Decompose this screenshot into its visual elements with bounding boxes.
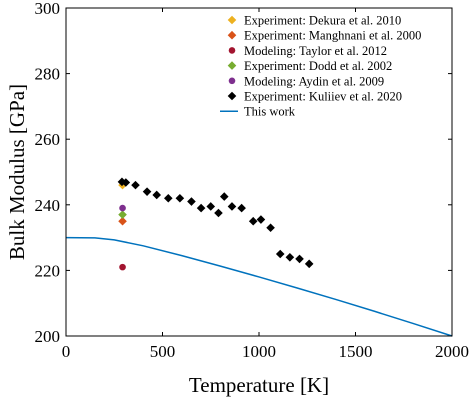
legend-swatch xyxy=(227,30,237,40)
legend-label: Modeling: Aydin et al. 2009 xyxy=(244,74,384,88)
data-point xyxy=(304,259,314,269)
legend-swatch xyxy=(227,15,237,25)
legend-item: Experiment: Dekura et al. 2010 xyxy=(227,14,401,28)
data-point xyxy=(227,202,237,211)
x-tick-label: 1500 xyxy=(339,342,373,361)
legend-item: Experiment: Dodd et al. 2002 xyxy=(227,59,392,73)
data-point xyxy=(187,197,196,206)
legend-label: Modeling: Taylor et al. 2012 xyxy=(244,44,387,58)
data-point xyxy=(219,192,229,201)
y-tick-label: 240 xyxy=(35,196,61,215)
data-point xyxy=(131,180,140,190)
y-tick-label: 300 xyxy=(35,0,61,18)
series-1 xyxy=(118,216,127,226)
legend-swatch xyxy=(228,47,236,54)
legend: Experiment: Dekura et al. 2010Experiment… xyxy=(220,14,421,119)
data-point xyxy=(285,252,295,262)
x-tick-label: 0 xyxy=(62,342,71,361)
legend-item: Experiment: Kuliiev et al. 2020 xyxy=(227,90,402,104)
data-point xyxy=(295,254,304,264)
data-point xyxy=(175,193,185,203)
y-tick-label: 280 xyxy=(35,65,61,84)
y-tick-label: 200 xyxy=(35,327,61,346)
data-point xyxy=(142,187,152,196)
data-point xyxy=(237,203,246,213)
data-point xyxy=(119,204,126,212)
legend-label: Experiment: Dodd et al. 2002 xyxy=(244,59,392,73)
data-point xyxy=(163,193,173,203)
legend-label: Experiment: Dekura et al. 2010 xyxy=(244,14,401,28)
plot-marks xyxy=(65,177,453,337)
data-point xyxy=(152,190,162,200)
y-axis-label: Bulk Modulus [GPa] xyxy=(5,84,29,260)
series-6 xyxy=(65,236,453,337)
series-line xyxy=(65,236,453,337)
x-tick-label: 2000 xyxy=(435,342,469,361)
x-axis-label: Temperature [K] xyxy=(189,373,329,397)
legend-item: This work xyxy=(220,105,296,119)
data-point xyxy=(214,208,223,218)
data-point xyxy=(119,263,126,271)
legend-swatch xyxy=(228,77,236,85)
y-tick-label: 260 xyxy=(35,130,61,149)
legend-label: Experiment: Manghnani et al. 2000 xyxy=(244,29,421,43)
legend-label: This work xyxy=(244,105,296,119)
series-4 xyxy=(119,204,126,212)
y-tick-label: 220 xyxy=(35,261,61,280)
legend-swatch xyxy=(227,61,237,70)
series-3 xyxy=(118,210,127,219)
series-5 xyxy=(117,177,314,269)
legend-label: Experiment: Kuliiev et al. 2020 xyxy=(244,90,402,104)
data-point xyxy=(121,178,131,187)
data-point xyxy=(206,202,216,211)
data-point xyxy=(118,210,127,219)
data-point xyxy=(196,203,206,213)
legend-swatch xyxy=(227,91,237,101)
series-2 xyxy=(119,263,126,271)
legend-item: Experiment: Manghnani et al. 2000 xyxy=(227,29,421,43)
legend-item: Modeling: Aydin et al. 2009 xyxy=(228,74,384,88)
ticks: 0 500 1000 1500 2000 200 220 240 260 280 300 xyxy=(35,0,470,361)
x-tick-label: 1000 xyxy=(242,342,276,361)
data-point xyxy=(248,216,258,226)
data-point xyxy=(118,216,127,226)
data-point xyxy=(275,249,285,259)
data-point xyxy=(266,223,275,233)
data-point xyxy=(256,215,266,224)
legend-item: Modeling: Taylor et al. 2012 xyxy=(228,44,387,58)
x-tick-label: 500 xyxy=(150,342,176,361)
